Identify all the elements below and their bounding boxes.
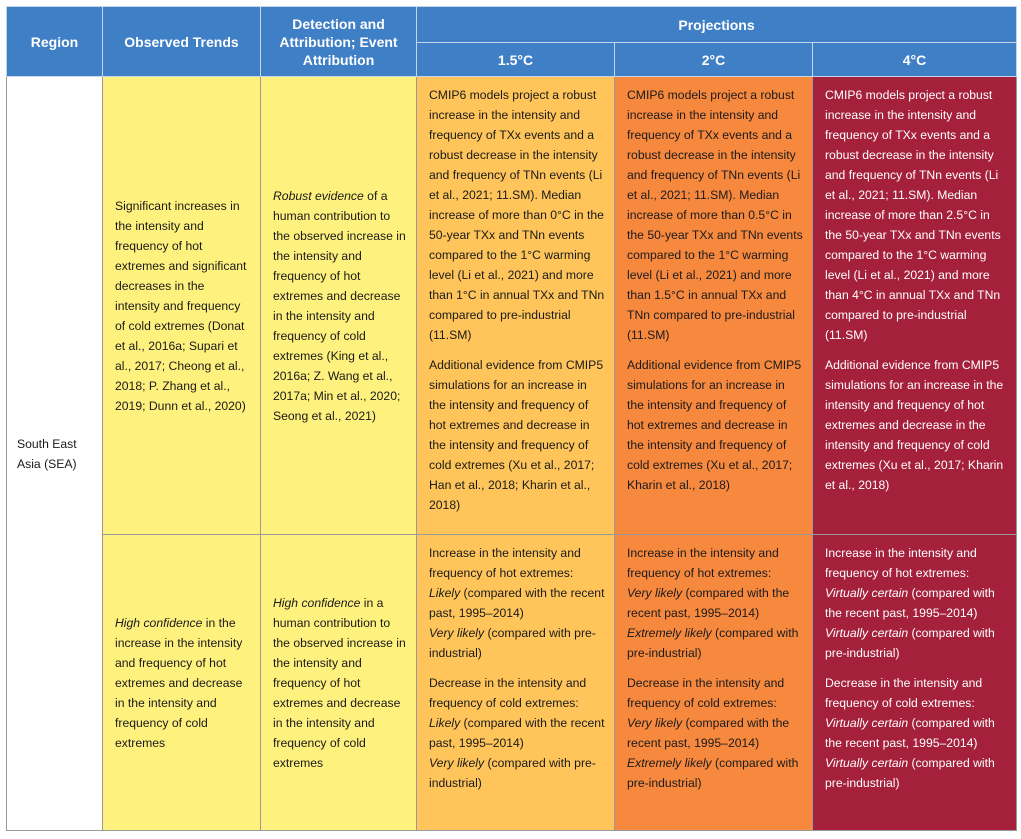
comparison-text: (compared with the recent past, 1995–201… [429,586,605,620]
projection-text: Additional evidence from CMIP5 simulatio… [825,358,1004,492]
header-1-5c: 1.5°C [416,42,615,77]
projection-text: CMIP6 models project a robust increase i… [825,88,1001,342]
likelihood-term: Very likely [627,586,683,600]
likelihood-line: Very likely (compared with pre-industria… [429,623,606,663]
likelihood-line: Virtually certain (compared with the rec… [825,713,1008,753]
projection-2c-cell-1: CMIP6 models project a robust increase i… [614,76,813,535]
likelihood-line: Virtually certain (compared with the rec… [825,583,1008,623]
likelihood-term: Extremely likely [627,756,712,770]
confidence-term: High confidence [115,615,203,630]
header-projections: Projections [415,6,1018,43]
header-observed-trends: Observed Trends [102,6,261,77]
hot-intro: Increase in the intensity and frequency … [429,546,581,580]
likelihood-line: Likely (compared with the recent past, 1… [429,713,606,753]
hot-intro: Increase in the intensity and frequency … [825,546,977,580]
projection-1-5c-cell-2: Increase in the intensity and frequency … [416,534,615,831]
cold-intro: Decrease in the intensity and frequency … [825,676,983,710]
header-region: Region [6,6,103,77]
likelihood-line: Extremely likely (compared with pre-indu… [627,753,804,793]
projection-text: Additional evidence from CMIP5 simulatio… [627,358,802,492]
detection-cell-2: High confidence in a human contribution … [260,534,417,831]
likelihood-line: Virtually certain (compared with pre-ind… [825,623,1008,663]
likelihood-line: Very likely (compared with the recent pa… [627,713,804,753]
projection-2c-cell-2: Increase in the intensity and frequency … [614,534,813,831]
projection-4c-cell-1: CMIP6 models project a robust increase i… [811,76,1018,535]
assessment-table: Region Observed Trends Detection and Att… [6,6,1018,831]
comparison-text: (compared with the recent past, 1995–201… [627,716,790,750]
likelihood-term: Very likely [627,716,683,730]
detection-text: of a human contribution to the observed … [273,188,406,423]
likelihood-line: Virtually certain (compared with pre-ind… [825,753,1008,793]
comparison-text: (compared with pre-industrial) [825,756,995,790]
projection-text: CMIP6 models project a robust increase i… [429,88,605,342]
likelihood-term: Virtually certain [825,716,909,730]
likelihood-line: Extremely likely (compared with pre-indu… [627,623,804,663]
header-detection-attribution: Detection and Attribution; Event Attribu… [260,6,417,77]
detection-text: in a human contribution to the observed … [273,595,406,770]
likelihood-term: Virtually certain [825,756,909,770]
comparison-text: (compared with pre-industrial) [627,756,799,790]
likelihood-term: Virtually certain [825,626,909,640]
likelihood-term: Likely [429,716,461,730]
projection-4c-cell-2: Increase in the intensity and frequency … [811,534,1018,831]
cold-intro: Decrease in the intensity and frequency … [429,676,587,710]
observed-trends-cell-2: High confidence in the increase in the i… [102,534,261,831]
confidence-term: High confidence [273,595,361,610]
likelihood-line: Very likely (compared with the recent pa… [627,583,804,623]
projection-text: Additional evidence from CMIP5 simulatio… [429,358,604,512]
observed-trends-cell-1: Significant increases in the intensity a… [102,76,261,535]
header-4c: 4°C [811,42,1018,77]
comparison-text: (compared with pre-industrial) [825,626,995,660]
likelihood-line: Likely (compared with the recent past, 1… [429,583,606,623]
comparison-text: (compared with pre-industrial) [429,756,596,790]
likelihood-term: Likely [429,586,461,600]
projection-1-5c-cell-1: CMIP6 models project a robust increase i… [416,76,615,535]
likelihood-line: Very likely (compared with pre-industria… [429,753,606,793]
comparison-text: (compared with the recent past, 1995–201… [825,716,995,750]
confidence-term: Robust evidence [273,188,364,203]
header-2c: 2°C [614,42,813,77]
cold-intro: Decrease in the intensity and frequency … [627,676,785,710]
comparison-text: (compared with the recent past, 1995–201… [627,586,790,620]
likelihood-term: Virtually certain [825,586,909,600]
likelihood-term: Very likely [429,626,485,640]
likelihood-term: Very likely [429,756,485,770]
region-cell: South East Asia (SEA) [6,76,103,831]
comparison-text: (compared with the recent past, 1995–201… [429,716,605,750]
comparison-text: (compared with pre-industrial) [429,626,596,660]
detection-cell-1: Robust evidence of a human contribution … [260,76,417,535]
observed-text: in the increase in the intensity and fre… [115,615,243,750]
likelihood-term: Extremely likely [627,626,712,640]
projection-text: CMIP6 models project a robust increase i… [627,88,803,342]
hot-intro: Increase in the intensity and frequency … [627,546,779,580]
comparison-text: (compared with the recent past, 1995–201… [825,586,995,620]
comparison-text: (compared with pre-industrial) [627,626,799,660]
